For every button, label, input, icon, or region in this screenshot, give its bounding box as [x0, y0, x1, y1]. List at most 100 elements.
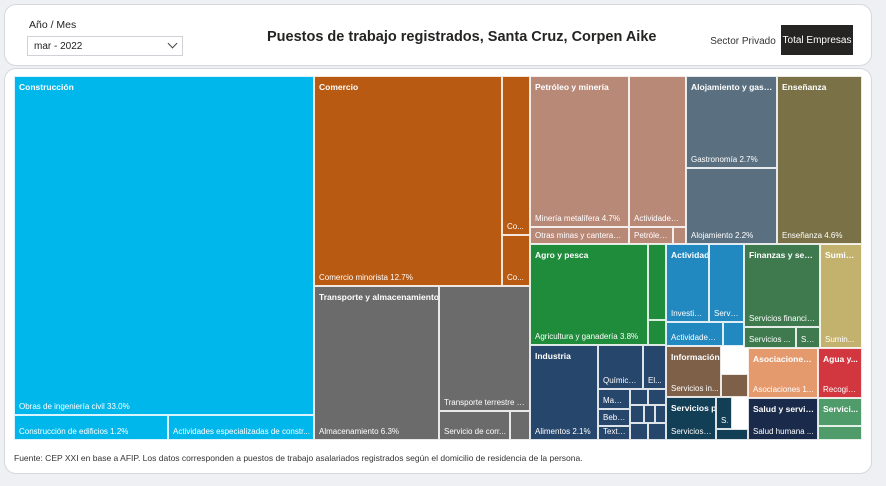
treemap-group-transporte[interactable]: Transporte y almacenamiento Almacenamien… [314, 286, 439, 440]
treemap-cell-ind-s4[interactable] [644, 405, 655, 423]
treemap-cell-s-small[interactable]: S... [716, 397, 732, 429]
filter-label: Año / Mes [29, 19, 77, 31]
cell-label: Enseñanza 4.6% [782, 231, 843, 240]
treemap-cell-actividades-petroleo[interactable]: Actividades ... [629, 76, 686, 227]
group-label: Información y co... [671, 352, 720, 362]
chevron-down-icon[interactable] [167, 38, 178, 49]
treemap-cell-comercio-co2[interactable]: Co... [502, 235, 530, 286]
cell-label: Agricultura y ganadería 3.8% [535, 332, 639, 341]
treemap-cell-actividades-especializadas[interactable]: Actividades especializadas de constr... [168, 415, 314, 440]
cell-label: Made... [603, 396, 626, 405]
treemap-group-industria[interactable]: Industria Alimentos 2.1% [530, 345, 598, 440]
group-label: Servici... [823, 404, 858, 414]
treemap-group-alojamiento[interactable]: Alojamiento y gast... Gastronomía 2.7% [686, 76, 777, 168]
group-label: Petróleo y minería [535, 82, 609, 92]
group-label-construccion: Construcción [19, 82, 74, 92]
group-label: Industria [535, 351, 571, 361]
cell-label: Salud humana ... [753, 427, 814, 436]
treemap-group-actividades-adm[interactable]: Actividades ad... Investig... [666, 244, 709, 322]
treemap-cell-servicio-adm[interactable]: Servicio... [709, 244, 744, 322]
treemap-group-suministro[interactable]: Sumin... Sumin... [820, 244, 862, 348]
group-label: Servicios profesi... [671, 403, 716, 413]
cell-label: Recogid... [823, 385, 858, 394]
treemap-group-servicios-otros[interactable]: Servici... [818, 398, 862, 426]
treemap-cell-ind-s1[interactable] [630, 389, 648, 405]
treemap-cell-el[interactable]: El... [643, 345, 666, 389]
cell-label: S... [721, 416, 728, 425]
treemap-cell-ind-s6[interactable] [630, 423, 648, 440]
cell-label: Químico ... [603, 376, 639, 385]
treemap-group-servicios-prof[interactable]: Servicios profesi... Servicios j... [666, 397, 716, 440]
treemap-cell-ind-s5[interactable] [655, 405, 666, 423]
cell-label: Co... [507, 273, 524, 282]
treemap-cell-madera[interactable]: Made... [598, 389, 630, 409]
cell-label: Servicios financie... [749, 314, 816, 323]
cell-label: Transporte terrestre y... [444, 398, 526, 407]
cell-label-obras-ingenieria: Obras de ingeniería civil 33.0% [19, 402, 130, 411]
sector-privado-button[interactable]: Sector Privado [710, 35, 776, 47]
header-bar: Año / Mes mar - 2022 Puestos de trabajo … [4, 4, 872, 66]
treemap-cell-agro-small1[interactable] [648, 244, 666, 320]
treemap-cell-transporte-terrestre[interactable]: Transporte terrestre y... [439, 286, 530, 411]
cell-label: Bebid... [603, 413, 626, 422]
treemap-cell-ser-fin3[interactable]: Ser... [796, 327, 820, 348]
treemap-cell-quimico[interactable]: Químico ... [598, 345, 643, 389]
treemap-cell-adm-small[interactable] [723, 322, 744, 346]
treemap-cell-comercio-co1[interactable]: Co... [502, 76, 530, 235]
cell-label: Textil... [603, 427, 626, 436]
treemap-group-petroleo[interactable]: Petróleo y minería Minería metalífera 4.… [530, 76, 629, 227]
treemap-group-construccion[interactable]: Construcción Obras de ingeniería civil 3… [14, 76, 314, 415]
treemap-cell-alojamiento[interactable]: Alojamiento 2.2% [686, 168, 777, 244]
treemap-cell-servicio-correo[interactable]: Servicio de corr... [439, 411, 510, 440]
treemap-cell-transporte-small[interactable] [510, 411, 530, 440]
cell-label: Investig... [671, 309, 705, 318]
treemap-cell-ind-s7[interactable] [648, 423, 666, 440]
treemap-group-salud[interactable]: Salud y servici... Salud humana ... [748, 398, 818, 440]
cell-label: El... [648, 376, 662, 385]
group-label: Enseñanza [782, 82, 827, 92]
cell-label: Gastronomía 2.7% [691, 155, 758, 164]
cell-label: Otras minas y canteras ... [535, 231, 625, 240]
treemap-cell-info-small[interactable] [721, 374, 748, 397]
cell-label: Servicios ... [749, 335, 791, 344]
cell-label: Actividades especializadas de constr... [173, 427, 310, 436]
treemap-cell-petroleo-small[interactable] [673, 227, 686, 244]
treemap-cell-ind-s2[interactable] [648, 389, 666, 405]
treemap-cell-servicios-fin2[interactable]: Servicios ... [744, 327, 796, 348]
cell-label: Almacenamiento 6.3% [319, 427, 400, 436]
cell-label: Actividades ... [634, 214, 682, 223]
cell-label: Actividades ... [671, 333, 719, 342]
treemap-group-ensenanza[interactable]: Enseñanza Enseñanza 4.6% [777, 76, 862, 244]
group-label: Agro y pesca [535, 250, 589, 260]
treemap-cell-otras-minas[interactable]: Otras minas y canteras ... [530, 227, 629, 244]
treemap-group-comercio[interactable]: Comercio Comercio minorista 12.7% [314, 76, 502, 286]
treemap-group-agua[interactable]: Agua y... Recogid... [818, 348, 862, 398]
cell-label: Servicio de corr... [444, 427, 506, 436]
total-empresas-button[interactable]: Total Empresas [781, 25, 853, 55]
treemap-cell-agro-small2[interactable] [648, 320, 666, 345]
cell-label: Ser... [801, 335, 816, 344]
treemap-group-informacion[interactable]: Información y co... Servicios in... [666, 346, 721, 397]
treemap-cell-servicios-otros-small[interactable] [818, 426, 862, 440]
treemap-cell-bebidas[interactable]: Bebid... [598, 409, 630, 426]
treemap-cell-sp-small[interactable] [716, 429, 748, 440]
treemap-group-finanzas[interactable]: Finanzas y segu... Servicios financie... [744, 244, 820, 327]
group-label: Alojamiento y gast... [691, 82, 773, 92]
year-month-dropdown[interactable]: mar - 2022 [27, 36, 183, 56]
group-label: Salud y servici... [753, 404, 814, 414]
dropdown-value: mar - 2022 [34, 41, 83, 52]
treemap-cell-actividades-adm[interactable]: Actividades ... [666, 322, 723, 346]
treemap-group-asociaciones[interactable]: Asociaciones ... Asociaciones 1... [748, 348, 818, 398]
group-label: Finanzas y segu... [749, 250, 816, 260]
treemap-cell-construccion-edificios[interactable]: Construcción de edificios 1.2% [14, 415, 168, 440]
cell-label: Alojamiento 2.2% [691, 231, 754, 240]
group-label: Transporte y almacenamiento [319, 292, 439, 302]
cell-label: Petróleo ... [634, 231, 669, 240]
cell-label: Comercio minorista 12.7% [319, 273, 413, 282]
treemap-cell-textil[interactable]: Textil... [598, 426, 630, 440]
treemap-cell-ind-s3[interactable] [630, 405, 644, 423]
treemap-group-agro[interactable]: Agro y pesca Agricultura y ganadería 3.8… [530, 244, 648, 345]
cell-label: Servicios in... [671, 384, 719, 393]
source-note: Fuente: CEP XXI en base a AFIP. Los dato… [14, 453, 583, 463]
treemap-cell-petroleo-sub[interactable]: Petróleo ... [629, 227, 673, 244]
